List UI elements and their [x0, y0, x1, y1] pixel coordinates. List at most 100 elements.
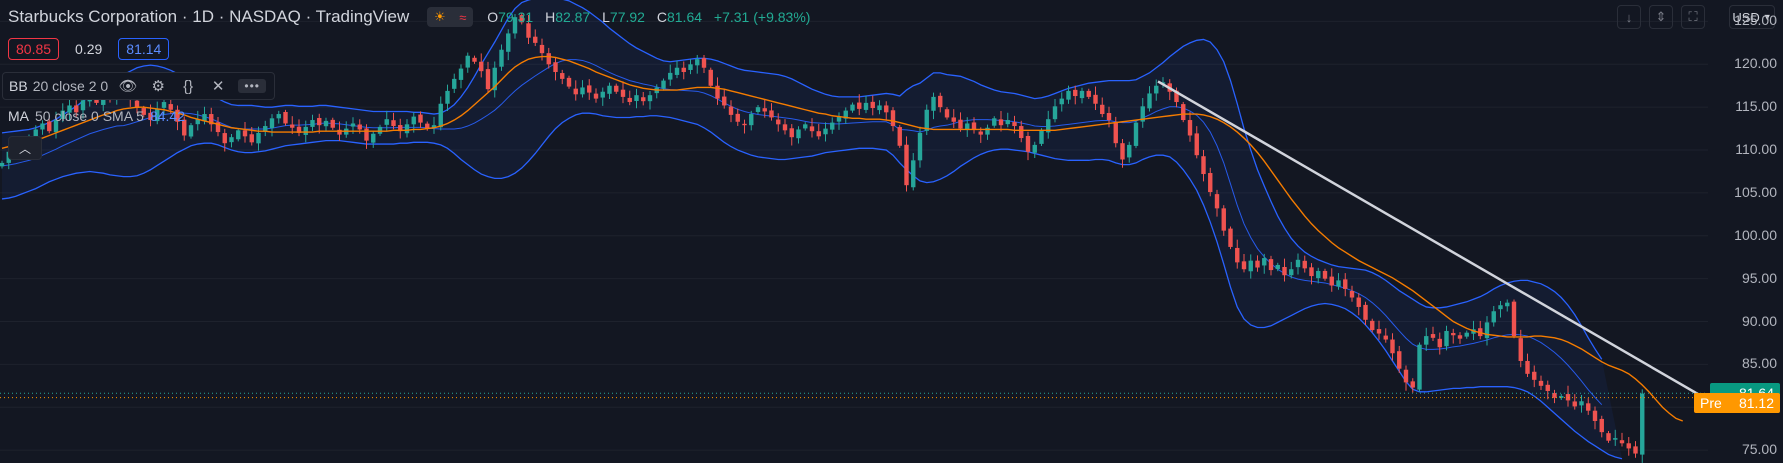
candle-body: [796, 129, 801, 139]
candle-body: [1025, 135, 1031, 152]
candle-body: [1329, 276, 1334, 286]
candle-body: [857, 102, 862, 109]
candle-body: [283, 111, 288, 124]
candle-body: [1282, 266, 1287, 276]
bb-indicator-legend[interactable]: BB 20 close 2 0 👁 ⚙ {} ✕ •••: [2, 72, 276, 100]
high-key: H: [545, 9, 556, 25]
trendline-drawing[interactable]: [1157, 80, 1701, 397]
gear-icon[interactable]: ⚙: [151, 78, 165, 95]
candle-body: [769, 110, 774, 118]
currency-select[interactable]: USD ▼: [1729, 5, 1775, 29]
candle-body: [1356, 297, 1361, 307]
candle-body: [1181, 104, 1186, 121]
candle-body: [904, 144, 909, 186]
candle-body: [1052, 106, 1058, 120]
candle-body: [141, 108, 146, 115]
candle-body: [330, 119, 335, 128]
candle-body: [1086, 90, 1091, 97]
candle-body: [1106, 113, 1112, 121]
candle-body: [1619, 440, 1625, 444]
candle-body: [782, 124, 788, 131]
collapse-icon[interactable]: ⇕: [1649, 5, 1673, 29]
candle-body: [188, 125, 194, 137]
ma-indicator-legend[interactable]: MA 50 close 0 SMA 5 84.42: [8, 108, 185, 124]
candle-body: [398, 125, 403, 132]
ohlc-legend: O79.31 H82.87 L77.92 C81.64 +7.31 (+9.83…: [487, 9, 818, 25]
candle-body: [647, 95, 653, 102]
eye-icon[interactable]: 👁: [118, 78, 138, 95]
candle-body: [1255, 260, 1260, 268]
candle-body: [1444, 330, 1449, 347]
more-icon[interactable]: •••: [238, 79, 267, 93]
candle-body: [1127, 144, 1132, 158]
open-value: 79.31: [498, 9, 534, 25]
fullscreen-icon[interactable]: ⛶: [1681, 5, 1705, 29]
symbol-title[interactable]: Starbucks Corporation · 1D · NASDAQ · Tr…: [8, 7, 410, 26]
candle-body: [587, 85, 592, 93]
trendline[interactable]: [1157, 80, 1701, 397]
candle-body: [479, 61, 484, 72]
candle-body: [1417, 344, 1422, 390]
candle-body: [533, 36, 538, 43]
candle-body: [803, 124, 808, 129]
candle-body: [1397, 351, 1402, 369]
candle-body: [182, 119, 187, 136]
pre-label: Pre: [1700, 394, 1722, 411]
candle-body: [364, 128, 369, 141]
candle-body: [614, 85, 619, 92]
price-tick-label: 85.00: [1741, 355, 1777, 372]
candle-body: [580, 87, 585, 95]
candle-body: [492, 67, 497, 91]
candle-body: [600, 91, 605, 98]
candle-body: [1140, 106, 1145, 122]
candle-body: [917, 132, 923, 161]
bb-upper-line: [1, 0, 1603, 360]
candle-body: [749, 114, 754, 126]
open-key: O: [487, 9, 499, 25]
candle-body: [1268, 259, 1274, 271]
candle-body: [155, 108, 160, 122]
candle-body: [992, 118, 997, 126]
candlesticks: [0, 12, 1645, 463]
buy-price-button[interactable]: 81.14: [118, 38, 170, 60]
candle-body: [863, 102, 869, 110]
candle-body: [215, 122, 221, 133]
candle-body: [708, 69, 713, 86]
braces-icon[interactable]: {}: [183, 77, 194, 95]
candle-body: [1322, 270, 1328, 279]
candle-body: [1046, 119, 1051, 133]
candle-body: [1403, 369, 1409, 383]
candle-body: [924, 109, 929, 131]
candle-body: [74, 105, 79, 113]
candle-body: [1059, 98, 1064, 105]
market-status-badge[interactable]: ☀ ≈: [427, 7, 474, 27]
close-icon[interactable]: ✕: [211, 78, 225, 95]
price-tick-label: 90.00: [1741, 312, 1777, 329]
candle-body: [1201, 156, 1206, 175]
candle-body: [870, 101, 875, 109]
candle-body: [985, 127, 990, 135]
candle-body: [1120, 143, 1125, 160]
arrow-down-icon[interactable]: ↓: [1617, 5, 1641, 29]
candle-body: [661, 80, 666, 89]
candle-body: [411, 116, 416, 125]
candle-body: [472, 57, 477, 62]
candle-body: [850, 104, 855, 111]
candle-body: [944, 109, 950, 118]
candle-body: [1133, 122, 1139, 146]
collapse-legend-button[interactable]: ︿: [8, 136, 42, 160]
candle-body: [425, 123, 430, 129]
candle-body: [674, 67, 680, 75]
bb-basis-line: [1, 59, 1603, 406]
sell-price-button[interactable]: 80.85: [8, 38, 60, 60]
candle-body: [1349, 291, 1355, 298]
candle-body: [890, 110, 896, 127]
candle-body: [445, 90, 450, 104]
candle-body: [539, 44, 545, 54]
candle-body: [1073, 89, 1078, 97]
candle-body: [1424, 336, 1429, 345]
candle-body: [735, 113, 740, 122]
candle-body: [303, 126, 308, 135]
candle-body: [1586, 403, 1591, 411]
